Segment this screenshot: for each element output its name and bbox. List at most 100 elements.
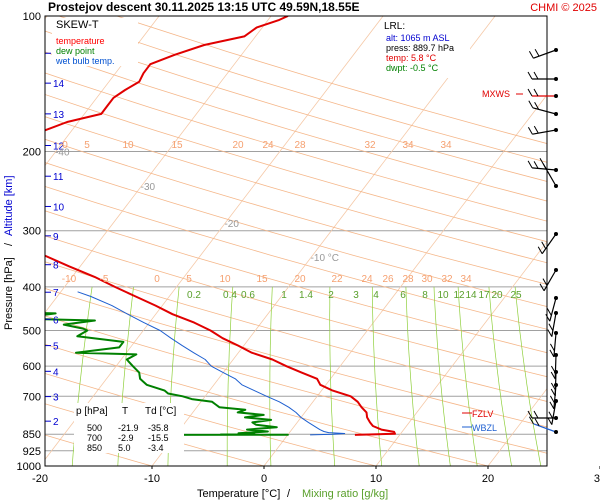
isotherm-line [151,16,496,466]
y-tick-label: 700 [23,391,41,403]
x-axis-title-mixing: Mixing ratio [g/kg] [302,488,388,500]
lrl-temp: temp: 5.8 °C [386,53,437,63]
dry-adiabat-label: 10 [122,140,134,151]
isotherm-label: -40 [55,147,70,158]
mixing-ratio-label: 25 [510,290,522,301]
dry-adiabat-label: 10 [219,274,231,285]
altitude-tick-label: 8 [53,261,59,272]
y-tick-label: 925 [23,446,41,458]
table-header-p: p [hPa] [76,406,108,417]
table-cell: -21.9 [118,423,139,433]
legend-item-wetbulb: wet bulb temp. [55,56,115,66]
mixing-ratio-label: 0.4 [223,290,237,301]
y-tick-label: 100 [23,11,41,23]
wind-barb-feather [542,163,548,171]
wind-barb-staff [551,400,557,425]
altitude-tick-label: 6 [53,315,59,326]
altitude-tick-label: 7 [53,288,59,299]
mixing-ratio-line [371,286,383,466]
mixing-ratio-label: 14 [465,290,477,301]
mixing-ratio-line [329,286,336,466]
wind-barb-feather [547,329,553,337]
isotherm-line [375,241,547,466]
wind-barb-feather [542,278,548,286]
wind-barb [537,232,558,255]
mixing-ratio-label: 4 [373,290,379,301]
wind-barb-dot [554,353,558,357]
wind-barb-feather [547,417,553,425]
wind-barb-feather [549,401,555,410]
wind-barb [550,353,558,380]
y-axis-title-altitude: Altitude [km] [3,175,15,236]
wind-barb-feather [550,382,556,391]
y-tick-label: 300 [23,226,41,238]
wind-barb-feather [550,371,556,380]
legend-item-dewpoint: dew point [56,46,95,56]
dry-adiabat-label: 20 [232,140,244,151]
wind-barb-feather [533,125,539,134]
altitude-tick-label: 2 [53,417,59,428]
isotherm-label: -30 [141,182,156,193]
wind-barb-dot [554,331,558,335]
wind-barb-staff [533,423,557,433]
wind-barb [528,100,558,116]
mixing-ratio-line [405,286,420,466]
wind-barb-feather [527,160,533,169]
wind-barb-staff [543,269,557,292]
x-tick-label: -10 [144,473,160,485]
wind-barb [527,88,558,98]
dry-adiabat-label: 28 [294,140,306,151]
series-layer [45,16,396,436]
wind-barb [528,48,558,59]
table-cell: -15.5 [148,433,169,443]
wind-barb [527,71,558,81]
dry-adiabat-line [45,185,547,330]
mixing-ratio-line [269,286,273,466]
altitude-tick-label: 4 [53,367,59,378]
wind-barb-feather [545,313,551,322]
wind-barb-feather [539,283,545,292]
dry-adiabat-line [45,210,547,354]
wind-barb-feather [549,349,555,358]
dry-adiabat-label: 32 [364,140,376,151]
wind-barb-dot [554,168,558,172]
wind-barb-staff [551,312,557,337]
dry-adiabat-line [45,315,547,454]
wind-barb [547,399,558,425]
wind-barb-feather [527,126,533,135]
wind-barb-dot [554,112,558,116]
dry-adiabat-label: 30 [421,274,433,285]
table-cell: 850 [87,443,102,453]
wind-barb-feather [546,308,552,316]
mixing-ratio-line [433,286,451,466]
wind-barb-dot [554,311,558,315]
wind-barb-feather [534,102,540,110]
wind-barb-dot [554,399,558,403]
wind-barb [527,410,558,420]
isotherm-label: -10 °C [311,253,339,264]
series-line-temperature [45,16,396,436]
altitude-tick-label: 5 [53,342,59,353]
lrl-box [382,18,470,78]
wind-barb-feather [528,50,534,59]
dry-adiabat-label: -10 [62,274,77,285]
mixing-ratio-label: 20 [491,290,503,301]
dry-adiabat-label: 28 [402,274,414,285]
wind-barb [527,125,558,135]
mixing-ratio-label: 12 [453,290,465,301]
table-cell: 700 [87,433,102,443]
wind-barb-feather [527,71,533,80]
dry-adiabat-line [45,72,547,222]
dry-adiabat-line [45,235,547,378]
wind-barb-feather [533,88,539,97]
dry-adiabat-label: 32 [441,274,453,285]
table-cell: -3.4 [148,443,164,453]
fzlv-label: FZLV [472,409,493,419]
wind-barb-feather [533,161,539,169]
mixing-ratio-label: 17 [478,290,490,301]
legend-title: SKEW-T [56,19,99,31]
dry-adiabat-line [45,138,547,285]
wind-barb-feather [550,388,556,397]
wind-barb-dot [554,370,558,374]
